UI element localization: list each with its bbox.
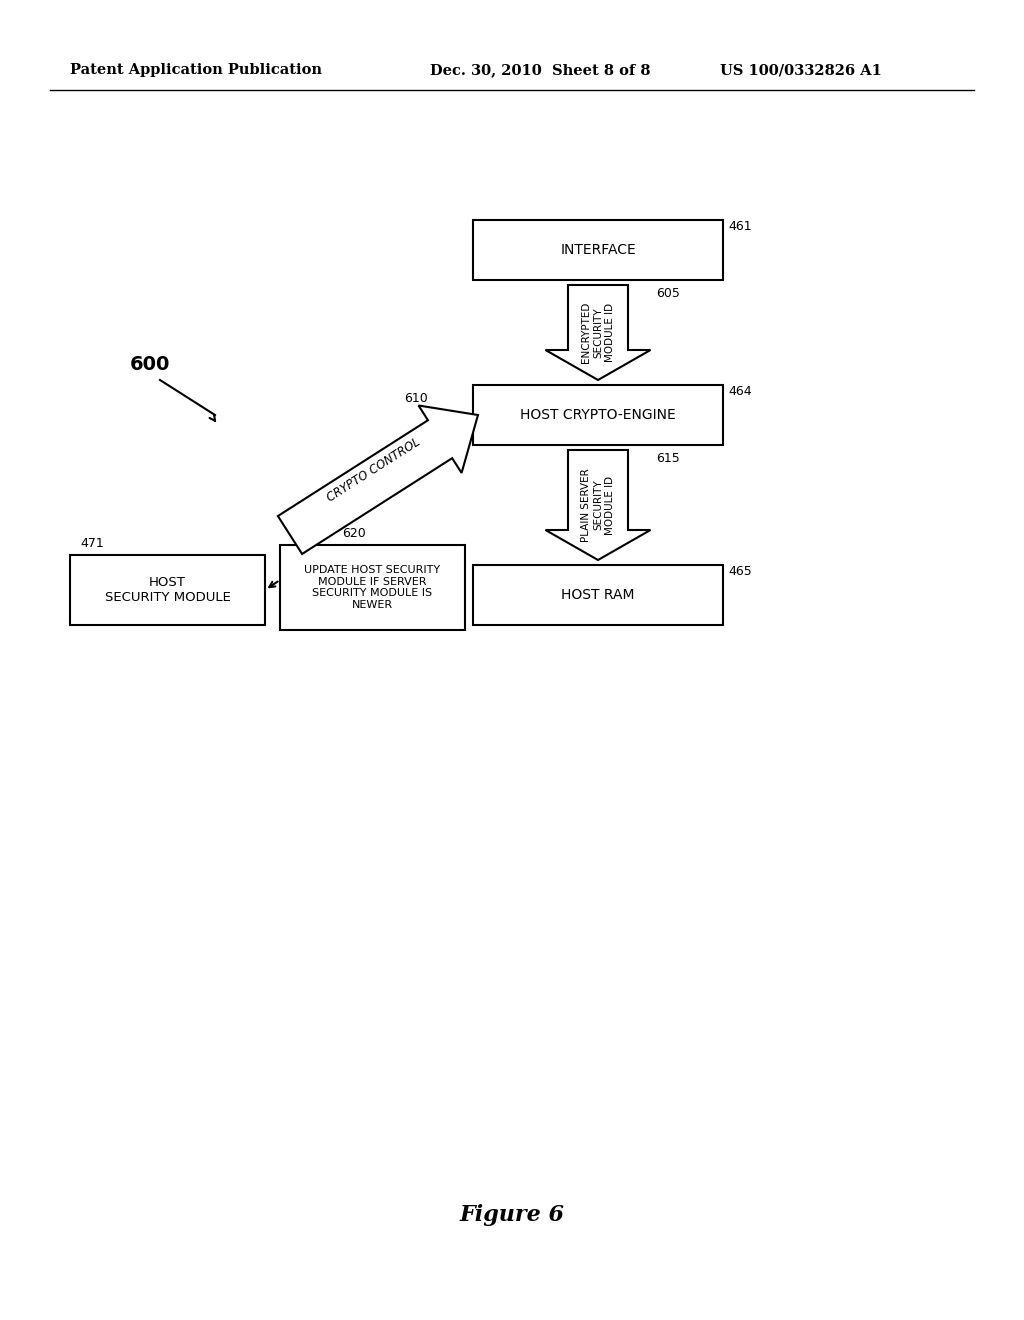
Bar xyxy=(70,554,265,624)
Polygon shape xyxy=(546,450,650,560)
Text: 600: 600 xyxy=(130,355,170,375)
Polygon shape xyxy=(546,285,650,380)
Text: 465: 465 xyxy=(728,565,752,578)
Text: 471: 471 xyxy=(80,537,103,550)
Text: HOST RAM: HOST RAM xyxy=(561,587,635,602)
Text: Figure 6: Figure 6 xyxy=(460,1204,564,1226)
Text: 605: 605 xyxy=(656,286,680,300)
Text: UPDATE HOST SECURITY
MODULE IF SERVER
SECURITY MODULE IS
NEWER: UPDATE HOST SECURITY MODULE IF SERVER SE… xyxy=(304,565,440,610)
Text: Patent Application Publication: Patent Application Publication xyxy=(70,63,322,77)
Polygon shape xyxy=(278,405,478,554)
Bar xyxy=(473,220,723,280)
Text: HOST CRYPTO-ENGINE: HOST CRYPTO-ENGINE xyxy=(520,408,676,422)
Text: Dec. 30, 2010  Sheet 8 of 8: Dec. 30, 2010 Sheet 8 of 8 xyxy=(430,63,650,77)
Text: 620: 620 xyxy=(342,527,367,540)
Text: CRYPTO CONTROL: CRYPTO CONTROL xyxy=(325,436,423,504)
Bar xyxy=(280,545,465,630)
Text: PLAIN SERVER
SECURITY
MODULE ID: PLAIN SERVER SECURITY MODULE ID xyxy=(581,469,615,543)
Text: 615: 615 xyxy=(656,451,680,465)
Bar xyxy=(473,565,723,624)
Text: HOST
SECURITY MODULE: HOST SECURITY MODULE xyxy=(104,576,230,605)
Text: 610: 610 xyxy=(404,392,428,405)
Text: INTERFACE: INTERFACE xyxy=(560,243,636,257)
Text: ENCRYPTED
SECURITY
MODULE ID: ENCRYPTED SECURITY MODULE ID xyxy=(581,302,615,363)
Text: 464: 464 xyxy=(728,385,752,399)
Text: US 100/0332826 A1: US 100/0332826 A1 xyxy=(720,63,882,77)
Bar xyxy=(473,385,723,445)
Text: 461: 461 xyxy=(728,220,752,234)
